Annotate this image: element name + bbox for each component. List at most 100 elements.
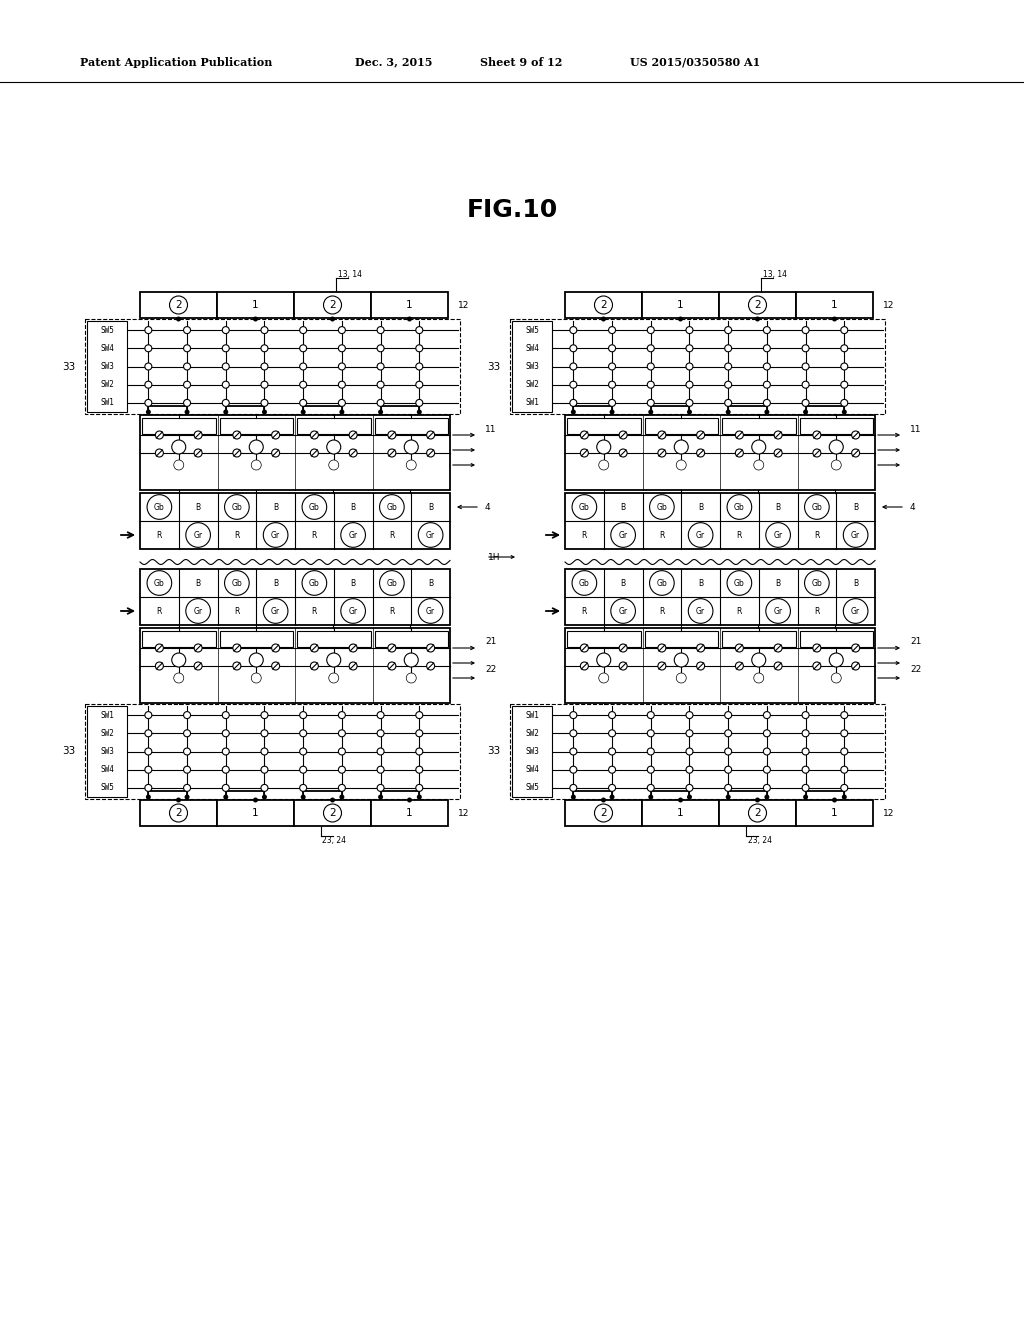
Bar [567, 418, 640, 434]
Circle shape [330, 317, 335, 322]
Circle shape [349, 432, 357, 440]
Circle shape [324, 804, 341, 822]
Circle shape [341, 523, 366, 548]
Text: Gb: Gb [579, 503, 590, 511]
Text: Gb: Gb [309, 503, 319, 511]
Text: Gr: Gr [696, 606, 706, 615]
Bar [510, 704, 885, 799]
Circle shape [581, 644, 589, 652]
Circle shape [725, 711, 732, 718]
Circle shape [300, 381, 306, 388]
Circle shape [844, 599, 868, 623]
Circle shape [696, 663, 705, 671]
Circle shape [569, 363, 577, 370]
Circle shape [300, 345, 306, 352]
Bar [796, 292, 873, 318]
Text: Gb: Gb [386, 578, 397, 587]
Circle shape [842, 409, 847, 414]
Circle shape [620, 644, 627, 652]
Circle shape [754, 459, 764, 470]
Circle shape [763, 345, 770, 352]
Circle shape [648, 795, 653, 800]
Circle shape [752, 653, 766, 667]
Bar [217, 800, 294, 826]
Text: R: R [814, 606, 819, 615]
Circle shape [774, 663, 782, 671]
Text: 12: 12 [883, 301, 894, 309]
Text: 4: 4 [485, 503, 490, 511]
Circle shape [735, 644, 743, 652]
Circle shape [261, 711, 268, 718]
Circle shape [232, 449, 241, 457]
Circle shape [676, 459, 686, 470]
Circle shape [569, 345, 577, 352]
Circle shape [608, 748, 615, 755]
Bar [722, 631, 796, 647]
Text: 2: 2 [600, 808, 607, 818]
Circle shape [263, 599, 288, 623]
Circle shape [764, 409, 769, 414]
Text: SW1: SW1 [525, 710, 539, 719]
Circle shape [261, 400, 268, 407]
Circle shape [802, 363, 809, 370]
Text: R: R [389, 531, 394, 540]
Circle shape [338, 748, 345, 755]
Circle shape [831, 797, 837, 803]
Bar [800, 418, 873, 434]
Text: Gb: Gb [231, 578, 243, 587]
Circle shape [222, 326, 229, 334]
Text: Gr: Gr [348, 531, 357, 540]
Circle shape [763, 784, 770, 792]
Circle shape [608, 711, 615, 718]
Circle shape [338, 730, 345, 737]
Circle shape [725, 784, 732, 792]
Circle shape [183, 363, 190, 370]
Circle shape [224, 495, 249, 519]
Text: 11: 11 [910, 425, 922, 433]
Bar [565, 800, 642, 826]
Circle shape [763, 326, 770, 334]
Bar [565, 628, 874, 704]
Circle shape [249, 440, 263, 454]
Circle shape [763, 748, 770, 755]
Circle shape [195, 449, 202, 457]
Circle shape [802, 345, 809, 352]
Text: Gb: Gb [811, 503, 822, 511]
Circle shape [725, 326, 732, 334]
Text: R: R [814, 531, 819, 540]
Circle shape [185, 599, 211, 623]
Circle shape [300, 363, 306, 370]
Circle shape [378, 409, 383, 414]
Text: 21: 21 [910, 638, 922, 647]
Circle shape [377, 326, 384, 334]
Circle shape [380, 495, 404, 519]
Circle shape [754, 673, 764, 682]
Text: SW2: SW2 [100, 729, 114, 738]
Circle shape [608, 381, 615, 388]
Circle shape [805, 570, 829, 595]
Circle shape [581, 663, 589, 671]
Circle shape [377, 784, 384, 792]
Circle shape [569, 784, 577, 792]
Text: Gb: Gb [656, 578, 668, 587]
Bar [297, 631, 371, 647]
Circle shape [803, 795, 808, 800]
Circle shape [647, 730, 654, 737]
Circle shape [752, 440, 766, 454]
Circle shape [674, 653, 688, 667]
Bar [294, 800, 371, 826]
Circle shape [763, 381, 770, 388]
Bar [140, 800, 217, 826]
Text: B: B [196, 503, 201, 511]
Circle shape [222, 363, 229, 370]
Text: Gb: Gb [231, 503, 243, 511]
Circle shape [404, 653, 418, 667]
Circle shape [647, 326, 654, 334]
Circle shape [749, 804, 767, 822]
Circle shape [686, 748, 693, 755]
Text: R: R [157, 606, 162, 615]
Circle shape [144, 784, 152, 792]
Bar [512, 706, 552, 797]
Circle shape [176, 797, 181, 803]
Bar [565, 414, 874, 490]
